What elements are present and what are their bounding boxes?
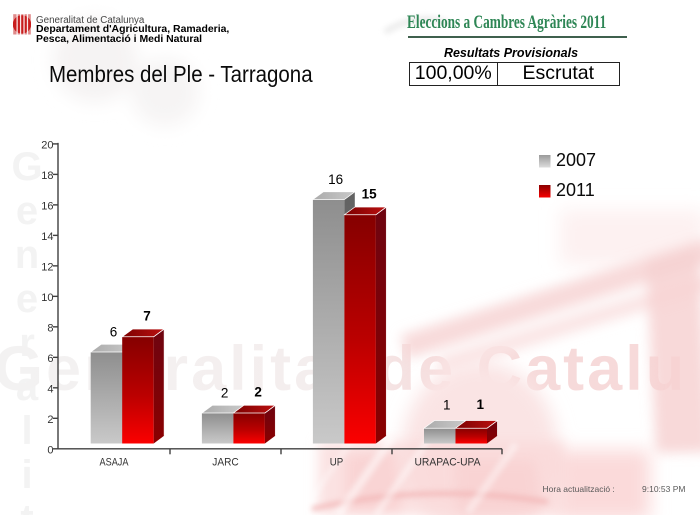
svg-text:1: 1 xyxy=(443,397,451,412)
svg-text:2: 2 xyxy=(254,385,262,400)
svg-text:ASAJA: ASAJA xyxy=(100,457,130,469)
svg-text:7: 7 xyxy=(143,308,151,323)
svg-text:16: 16 xyxy=(41,200,53,212)
svg-text:0: 0 xyxy=(47,444,53,456)
svg-text:1: 1 xyxy=(476,397,484,412)
svg-text:10: 10 xyxy=(41,292,53,304)
svg-text:2: 2 xyxy=(221,386,229,401)
svg-text:2: 2 xyxy=(47,414,53,426)
svg-text:16: 16 xyxy=(328,172,343,187)
svg-text:JARC: JARC xyxy=(212,457,239,469)
svg-text:14: 14 xyxy=(41,231,53,243)
svg-text:8: 8 xyxy=(47,322,53,334)
svg-text:6: 6 xyxy=(47,353,53,365)
svg-text:6: 6 xyxy=(110,325,118,340)
svg-text:15: 15 xyxy=(362,186,378,201)
svg-text:URAPAC-UPA: URAPAC-UPA xyxy=(415,457,482,469)
svg-text:18: 18 xyxy=(41,170,53,182)
svg-text:UP: UP xyxy=(330,457,344,469)
svg-text:20: 20 xyxy=(41,140,53,152)
svg-text:12: 12 xyxy=(41,261,53,273)
svg-text:4: 4 xyxy=(47,383,53,395)
